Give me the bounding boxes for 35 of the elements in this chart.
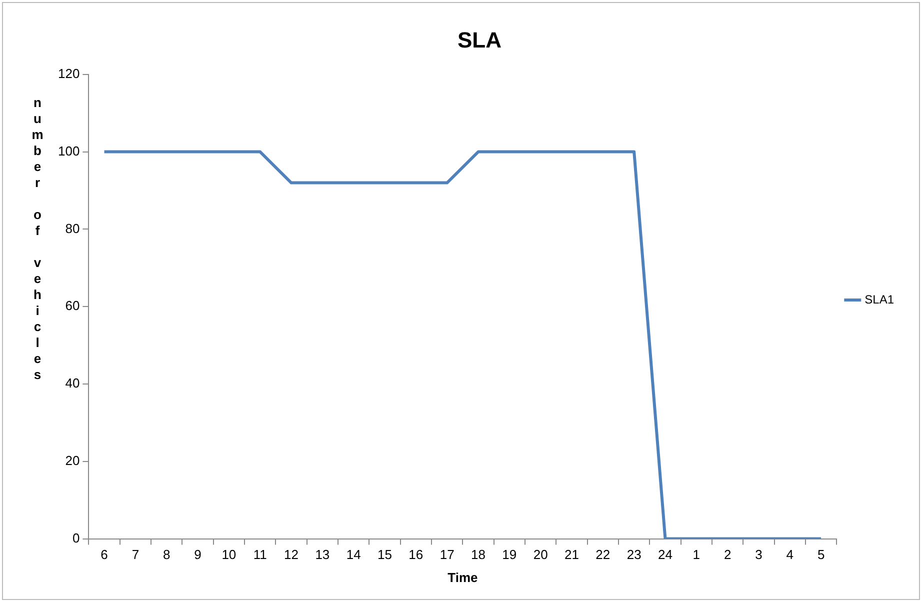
x-tick-label: 3: [755, 547, 762, 562]
y-tick-label: 0: [72, 530, 80, 546]
y-axis-title: number of vehicles: [30, 95, 45, 383]
y-tick-label: 100: [58, 143, 80, 158]
x-tick-label: 9: [194, 547, 202, 562]
x-tick-label: 19: [502, 547, 517, 562]
y-tick-label: 60: [65, 298, 80, 314]
chart-title: SLA: [458, 27, 502, 52]
y-tick-label: 40: [65, 376, 80, 391]
x-tick-label: 21: [564, 547, 579, 562]
x-tick-label: 24: [658, 547, 672, 562]
y-tick-label: 20: [65, 452, 80, 468]
y-tick-label: 120: [58, 66, 80, 81]
x-tick-label: 16: [408, 547, 424, 562]
x-tick-label: 1: [692, 547, 700, 562]
x-tick-label: 18: [471, 547, 486, 562]
x-tick-label: 15: [378, 547, 392, 562]
x-tick-label: 5: [817, 547, 825, 562]
x-tick-label: 14: [346, 547, 361, 562]
x-tick-label: 17: [440, 547, 454, 562]
x-tick-label: 2: [724, 547, 732, 562]
x-tick-label: 4: [786, 547, 794, 562]
x-tick-label: 10: [222, 547, 236, 562]
x-tick-label: 20: [533, 547, 548, 562]
x-tick-label: 6: [100, 547, 108, 562]
legend-label: SLA1: [864, 292, 894, 306]
x-tick-label: 13: [315, 547, 330, 562]
x-tick-label: 22: [596, 547, 610, 562]
x-tick-label: 12: [284, 547, 298, 562]
x-tick-label: 7: [132, 547, 140, 562]
x-tick-label: 11: [253, 547, 267, 562]
y-tick-label: 80: [65, 220, 80, 236]
x-axis-title: Time: [448, 570, 478, 585]
x-tick-label: 8: [162, 547, 170, 562]
x-tick-label: 23: [626, 547, 642, 562]
